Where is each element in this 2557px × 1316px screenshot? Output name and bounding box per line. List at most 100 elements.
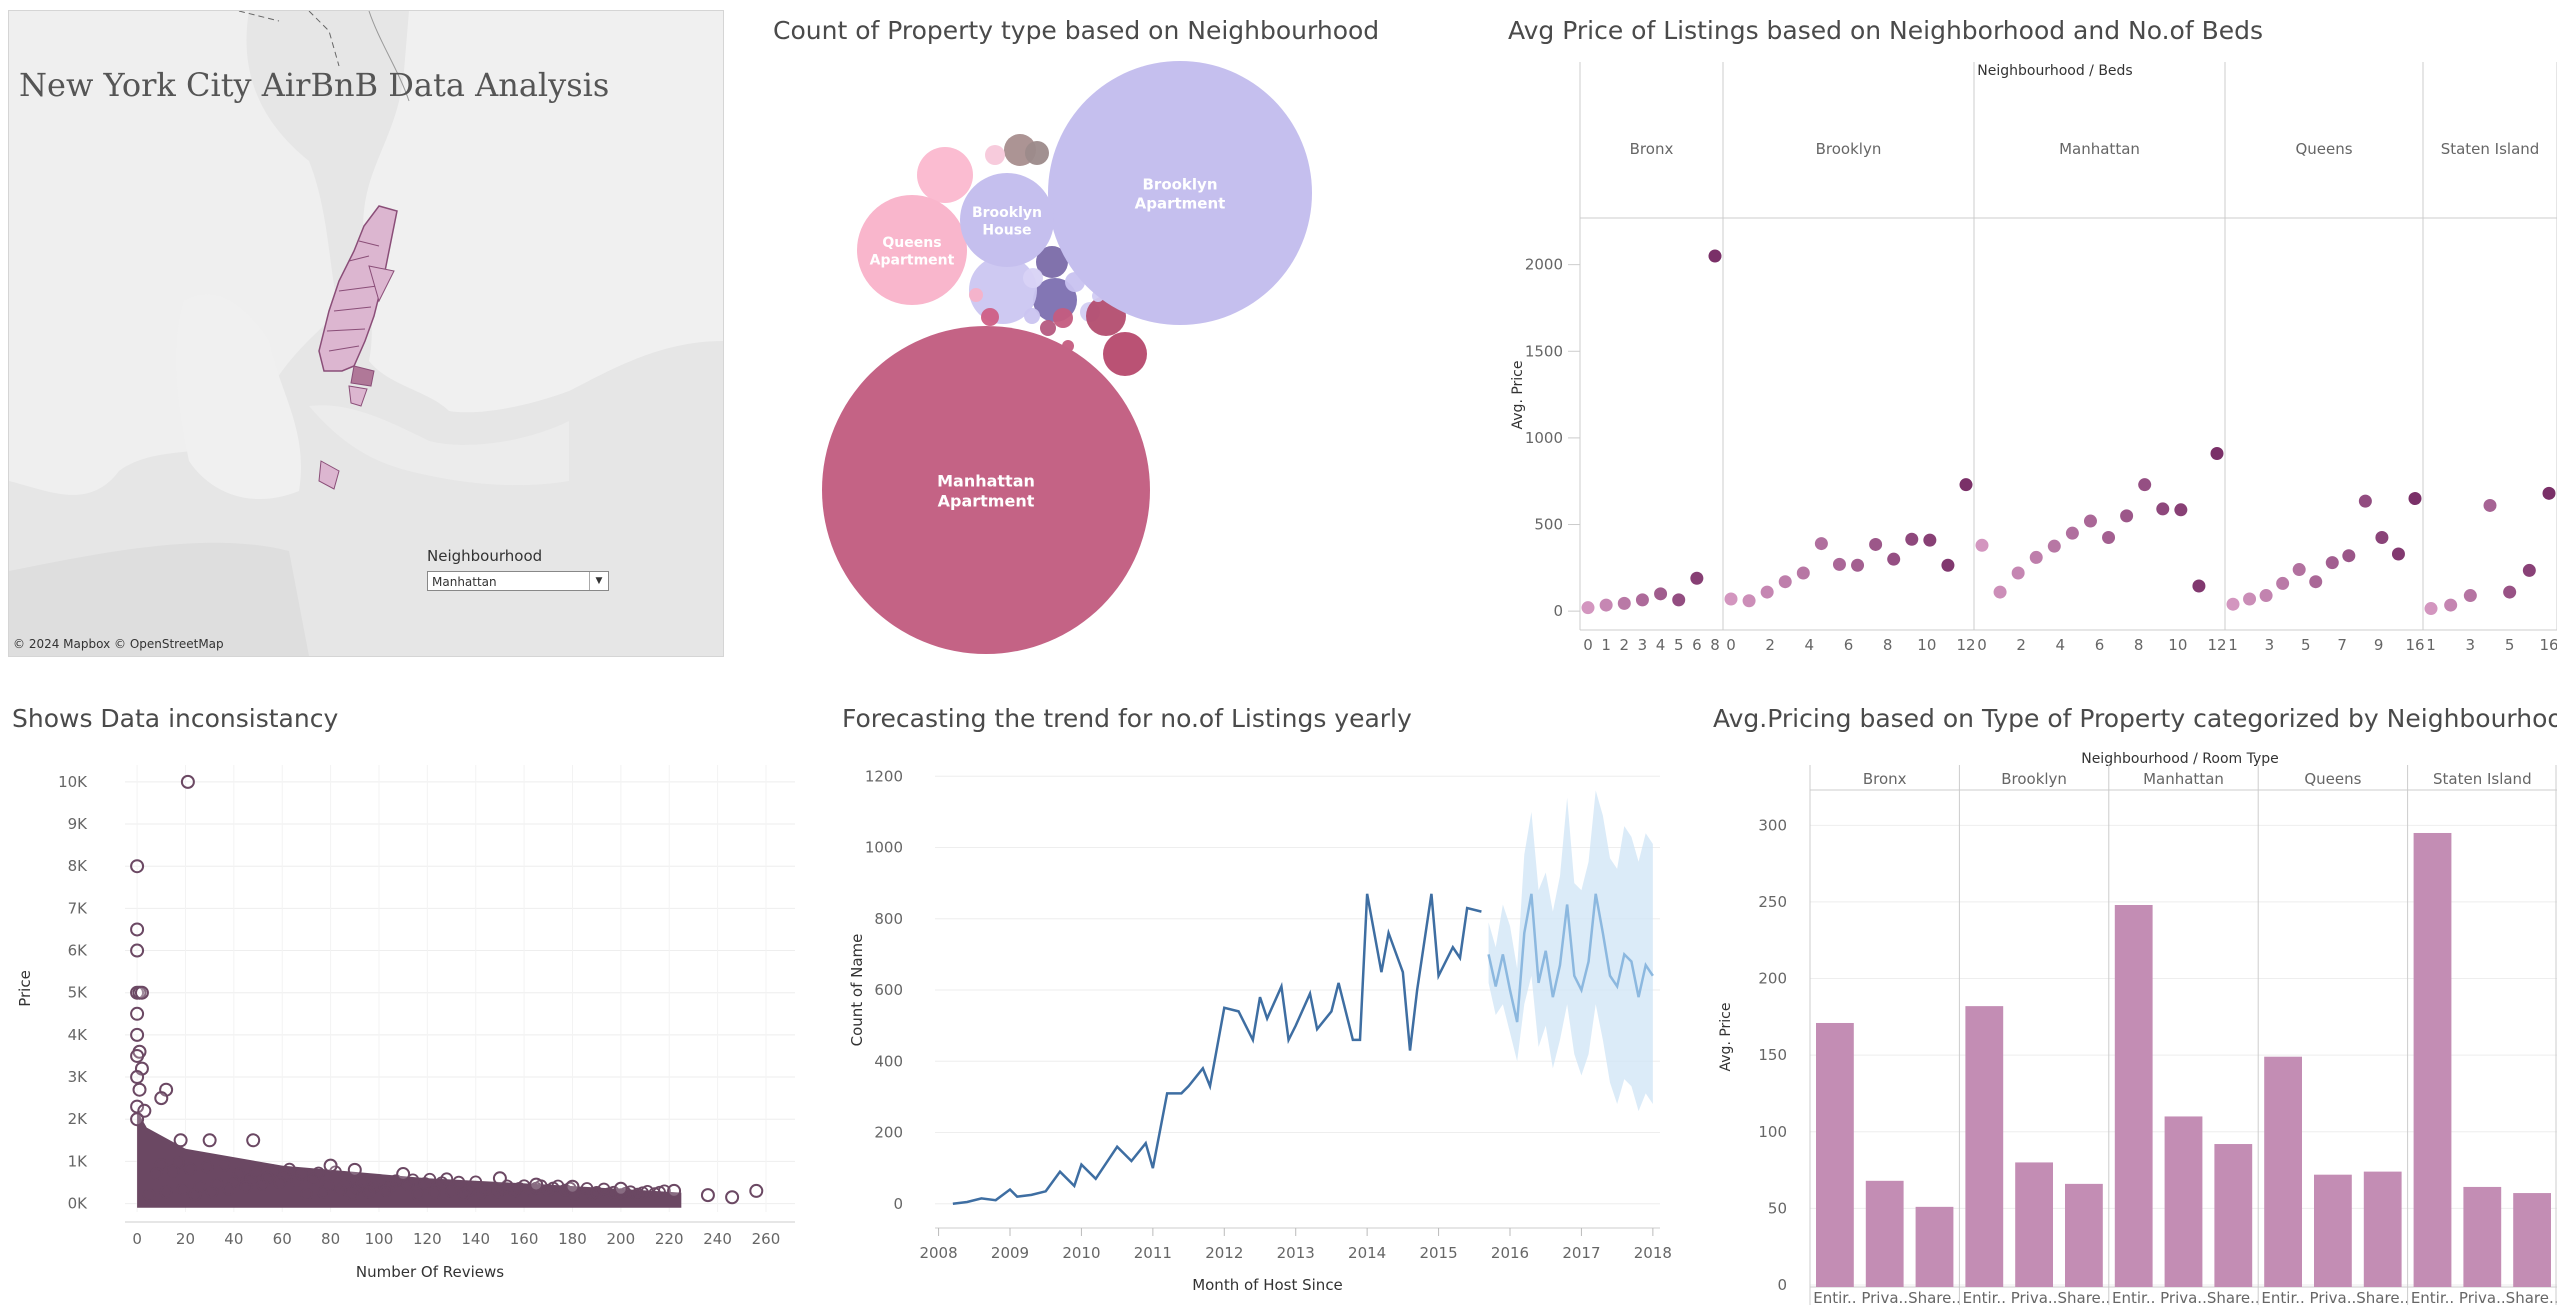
bar-ytick: 250 xyxy=(1758,893,1787,911)
scatter-point xyxy=(188,1188,202,1202)
price-bar xyxy=(2164,1116,2203,1287)
map-attribution[interactable]: © 2024 Mapbox © OpenStreetMap xyxy=(13,637,224,651)
price-dot xyxy=(2358,494,2372,508)
price-dot xyxy=(2226,597,2240,611)
price-bar xyxy=(2264,1056,2302,1287)
price-dot xyxy=(1724,592,1738,606)
map-panel[interactable]: New York City AirBnB Data Analysis Neigh… xyxy=(8,10,724,657)
scatter-outlier xyxy=(130,1048,145,1063)
bar-group-queens: Queens xyxy=(2304,770,2361,788)
dot-xtick: 4 xyxy=(1805,636,1815,654)
scatter-ytick: 2K xyxy=(68,1110,89,1128)
price-dot xyxy=(1869,537,1883,551)
price-dot xyxy=(2309,575,2323,589)
dot-xtick: 5 xyxy=(1674,636,1684,654)
bar-xtick: Entir.. xyxy=(1963,1289,2006,1307)
price-dot xyxy=(2483,498,2497,512)
price-dot xyxy=(2292,563,2306,577)
price-dot xyxy=(1851,558,1865,572)
scatter-point xyxy=(508,1184,521,1198)
price-bar xyxy=(2314,1174,2352,1287)
bar-group-brooklyn: Brooklyn xyxy=(2001,770,2067,788)
dot-xtick: 8 xyxy=(1710,636,1720,654)
scatter-outlier xyxy=(130,859,145,874)
price-dot xyxy=(1581,601,1595,615)
scatter-point xyxy=(469,1175,483,1189)
dot-xtick: 16 xyxy=(2539,636,2557,654)
scatter-outlier xyxy=(725,1190,740,1205)
scatter-xtick: 0 xyxy=(132,1230,142,1248)
bar-ylabel: Avg. Price xyxy=(1718,1003,1734,1072)
small-bubble xyxy=(981,308,999,326)
dot-chart-header: Neighbourhood / Beds xyxy=(1977,63,2132,79)
dot-xtick: 6 xyxy=(1692,636,1702,654)
bubble-label: Apartment xyxy=(938,491,1035,510)
price-bar xyxy=(2214,1144,2253,1287)
price-dot xyxy=(2192,579,2206,593)
bar-xtick: Share.. xyxy=(2207,1289,2260,1307)
dot-xtick: 7 xyxy=(2337,636,2347,654)
price-dot xyxy=(1959,478,1973,492)
dot-xtick: 6 xyxy=(2095,636,2105,654)
price-dot xyxy=(1814,537,1828,551)
scatter-point xyxy=(648,1187,662,1201)
small-bubble xyxy=(1103,332,1147,376)
scatter-xtick: 120 xyxy=(413,1230,442,1248)
scatter-point xyxy=(491,1185,504,1199)
dot-ytick: 2000 xyxy=(1525,256,1563,274)
price-dot xyxy=(1975,538,1989,552)
avg-price-room-type-chart: Neighbourhood / Room Type 0 50 100 150 200 250… xyxy=(1718,751,2557,1307)
scatter-outlier xyxy=(130,1006,145,1021)
bar-xtick: Priva.. xyxy=(1861,1289,1908,1307)
dot-ytick: 0 xyxy=(1553,602,1563,620)
bar-xtick: Entir.. xyxy=(2112,1289,2155,1307)
bar-ytick: 100 xyxy=(1758,1123,1787,1141)
dot-xtick: 3 xyxy=(1638,636,1648,654)
scatter-ytick: 0K xyxy=(68,1195,89,1213)
scatter-point xyxy=(362,1185,376,1199)
dot-xtick: 2 xyxy=(1765,636,1775,654)
bar-group-manhattan: Manhattan xyxy=(2143,770,2224,788)
forecast-ytick: 1000 xyxy=(865,839,903,857)
dot-xtick: 0 xyxy=(1977,636,1987,654)
scatter-outlier xyxy=(613,1181,628,1196)
scatter-point xyxy=(142,1188,156,1202)
dot-xtick: 8 xyxy=(2134,636,2144,654)
scatter-outlier xyxy=(246,1133,261,1148)
map-background xyxy=(9,11,723,656)
dot-xtick: 10 xyxy=(1917,636,1936,654)
scatter-outlier xyxy=(180,774,195,789)
scatter-ytick: 5K xyxy=(68,984,89,1002)
forecast-xtick: 2008 xyxy=(919,1244,957,1262)
scatter-point xyxy=(183,1162,197,1176)
forecast-xtick: 2018 xyxy=(1634,1244,1672,1262)
scatter-outlier xyxy=(130,922,145,937)
reviews-price-scatter: 0K 1K 2K 3K 4K 5K 6K 7K 8K 9K 10K 0 20 40 60 80 100 120 14… xyxy=(16,765,795,1281)
bar-xtick: Priva.. xyxy=(2160,1289,2207,1307)
scatter-xtick: 240 xyxy=(703,1230,732,1248)
price-dot xyxy=(1708,249,1722,263)
scatter-outlier xyxy=(154,1091,169,1106)
scatter-dense-cluster xyxy=(137,1110,682,1208)
forecast-xtick: 2011 xyxy=(1134,1244,1172,1262)
scatter-point xyxy=(614,1188,628,1202)
bar-chart-header: Neighbourhood / Room Type xyxy=(2081,751,2279,767)
price-dot xyxy=(1635,593,1649,607)
panel-header-staten-island: Staten Island xyxy=(2441,140,2540,158)
neighbourhood-filter-dropdown[interactable]: Manhattan ▼ xyxy=(427,571,609,591)
scatter-ytick: 10K xyxy=(58,773,88,791)
chevron-down-icon[interactable]: ▼ xyxy=(589,572,608,590)
price-dot xyxy=(2120,509,2134,523)
scatter-point xyxy=(631,1187,645,1201)
price-dot xyxy=(1887,552,1901,566)
price-dot xyxy=(1742,594,1756,608)
dot-xtick: 10 xyxy=(2168,636,2187,654)
scatter-outlier xyxy=(130,943,145,958)
dot-xtick: 0 xyxy=(1726,636,1736,654)
dot-xtick: 9 xyxy=(2374,636,2384,654)
dot-xtick: 1 xyxy=(2228,636,2238,654)
price-dot xyxy=(2083,514,2097,528)
bar-ytick: 300 xyxy=(1758,816,1787,834)
bubble-label: House xyxy=(982,222,1031,238)
bar-xtick: Priva.. xyxy=(2011,1289,2058,1307)
